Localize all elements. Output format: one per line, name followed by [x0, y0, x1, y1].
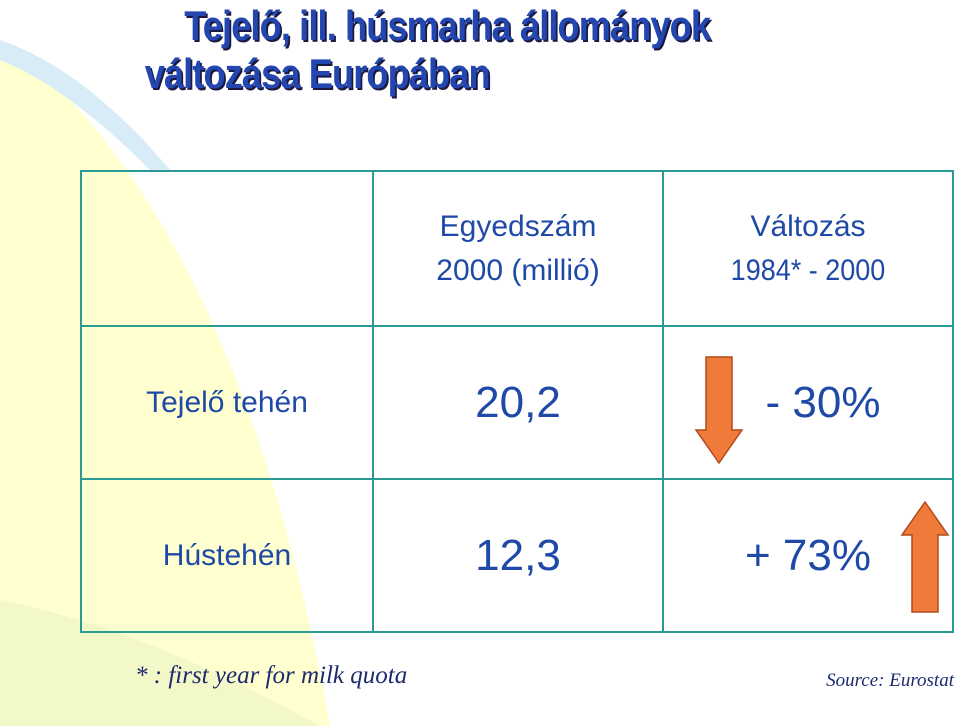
- header-line: 2000 (millió): [436, 253, 600, 287]
- header-line: Változás: [750, 209, 866, 243]
- table-row: Hústehén 12,3 + 73%: [80, 478, 954, 633]
- change-value: + 73%: [745, 530, 871, 580]
- change-cell: - 30%: [662, 325, 954, 480]
- row-label: Hústehén: [80, 478, 374, 633]
- change-cell: + 73%: [662, 478, 954, 633]
- row-label: Tejelő tehén: [80, 325, 374, 480]
- blue-swoosh: [0, 40, 170, 170]
- empty-cell: [80, 170, 374, 327]
- header-line: Egyedszám: [439, 209, 597, 243]
- table-row: Tejelő tehén 20,2 - 30%: [80, 325, 954, 480]
- footnote: * : first year for milk quota: [135, 662, 408, 689]
- header-line: 1984* - 2000: [730, 253, 886, 287]
- data-table: Egyedszám 2000 (millió) Változás 1984* -…: [80, 170, 954, 633]
- header-row: Egyedszám 2000 (millió) Változás 1984* -…: [80, 170, 954, 327]
- header-cell: Egyedszám 2000 (millió): [372, 170, 664, 327]
- title-line: Tejelő, ill. húsmarha állományok: [184, 2, 711, 49]
- value-cell: 12,3: [372, 478, 664, 633]
- down-arrow: [694, 356, 744, 465]
- value-cell: 20,2: [372, 325, 664, 480]
- lower-swoosh: [0, 600, 320, 726]
- up-arrow: [900, 500, 950, 613]
- change-value: - 30%: [765, 377, 881, 427]
- title-line: változása Európában: [144, 50, 491, 97]
- header-cell: Változás 1984* - 2000: [662, 170, 954, 327]
- source: Source: Eurostat: [826, 670, 954, 691]
